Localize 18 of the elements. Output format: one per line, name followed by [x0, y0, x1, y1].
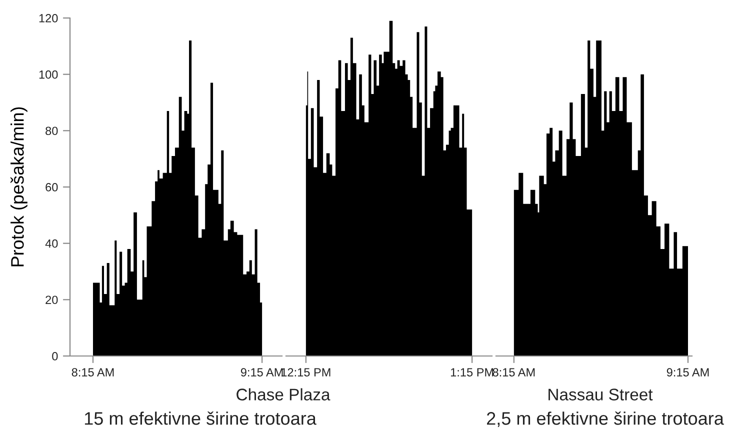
y-tick-label: 0	[52, 352, 58, 360]
y-tick-label: 60	[46, 183, 58, 192]
y-tick-label: 100	[39, 70, 58, 79]
y-tick-label: 120	[39, 14, 58, 22]
y-tick-label: 40	[45, 239, 58, 248]
x-tick-label: 8:15 AM	[72, 368, 114, 376]
x-tick-label: 9:15 AM	[666, 368, 709, 376]
text: 2,5 m efektivne širine trotoara	[486, 412, 724, 427]
y-tick-label: 20	[46, 296, 58, 304]
y-tick-label: 80	[46, 126, 58, 136]
text: 15 m efektivne širine trotoara	[84, 412, 316, 425]
x-tick-label: 9:15 AM	[240, 368, 283, 376]
x-tick-label: 8:15 AM	[492, 368, 535, 376]
y-axis-title: Protok (pešaka/min)	[10, 107, 28, 266]
x-tick-label: 1:15 PM	[450, 368, 494, 376]
text: Nassau Street	[548, 388, 653, 400]
text: Chase Plaza	[236, 388, 330, 400]
x-tick-label: 12:15 PM	[282, 368, 330, 376]
